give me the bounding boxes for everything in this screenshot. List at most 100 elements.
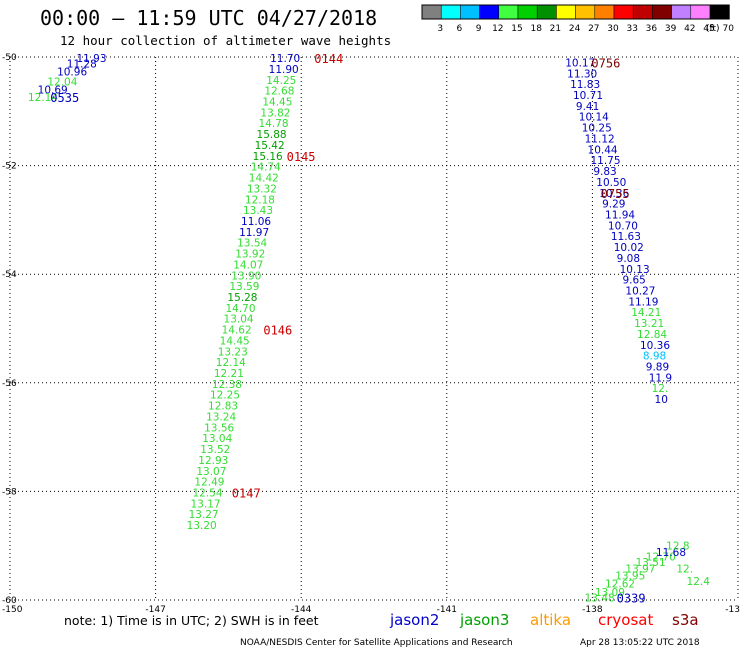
time-label: 0144 — [314, 52, 343, 66]
legend-tick-label: 39 — [665, 24, 677, 34]
swh-value: 11.68 — [656, 547, 686, 559]
swh-value: 13.59 — [229, 281, 259, 293]
legend-border — [421, 4, 730, 20]
legend-tick-label: 42 — [684, 24, 695, 34]
legend-tick-label: 27 — [588, 24, 599, 34]
swh-value: 8.98 — [643, 351, 666, 363]
swh-value: 13.97 — [625, 564, 655, 576]
swh-value: 11.94 — [605, 209, 635, 221]
legend-tick-label: 30 — [607, 24, 619, 34]
swh-value: 14.74 — [251, 162, 281, 174]
swh-value: 10.13 — [620, 264, 650, 276]
legend-swatch — [709, 4, 730, 20]
footer-credit: NOAA/NESDIS Center for Satellite Applica… — [240, 638, 513, 648]
swh-value: 12.54 — [192, 487, 222, 499]
swh-value: 13.27 — [189, 509, 219, 521]
swh-value: 9.29 — [602, 199, 625, 211]
swh-value: 13.09 — [595, 587, 625, 599]
swh-value: 10.69 — [38, 85, 68, 97]
time-label: 0145 — [287, 150, 316, 164]
swh-value: 12.84 — [637, 329, 667, 341]
swh-value: 12.68 — [264, 86, 294, 98]
swh-value: 9.83 — [593, 166, 616, 178]
swh-value: 9.65 — [622, 275, 645, 287]
satellite-legend-cryosat: cryosat — [598, 611, 653, 629]
swh-value: 14.25 — [266, 75, 296, 87]
swh-value: 10 — [655, 394, 668, 406]
swh-value: 14.21 — [631, 307, 661, 319]
swh-value: 12.49 — [194, 477, 224, 489]
swh-value: 12.04 — [47, 76, 77, 88]
legend-swatch — [594, 4, 615, 20]
swh-value: 14.70 — [225, 303, 255, 315]
swh-value: 13.07 — [196, 466, 226, 478]
legend-tick-label: 24 — [569, 24, 581, 34]
x-tick-label: -13 — [725, 605, 740, 615]
satellite-legend-altika: altika — [530, 611, 571, 629]
swh-value: 13.52 — [200, 444, 230, 456]
swh-value: 11.30 — [567, 68, 597, 80]
legend-tick-label: 70 — [722, 24, 734, 34]
swh-value: 12.8 — [666, 541, 689, 553]
legend-swatch — [613, 4, 634, 20]
y-tick-label: -56 — [2, 379, 17, 389]
legend-tick-label: 6 — [457, 24, 463, 34]
swh-value: 11.63 — [611, 231, 641, 243]
footer-note: note: 1) Time is in UTC; 2) SWH is in fe… — [64, 613, 319, 628]
swh-value: 12.21 — [214, 368, 244, 380]
swh-value: 10.71 — [573, 90, 603, 102]
y-tick-label: -60 — [2, 596, 17, 606]
swh-value: 10.02 — [614, 242, 644, 254]
swh-value: 13.23 — [218, 346, 248, 358]
y-tick-label: -50 — [2, 53, 17, 63]
satellite-legend-s3a: s3a — [672, 611, 699, 629]
legend-swatch — [671, 4, 692, 20]
x-tick-label: -138 — [582, 605, 603, 615]
legend-swatch — [479, 4, 500, 20]
swh-value: 11.12 — [585, 133, 615, 145]
x-tick-label: -150 — [2, 605, 23, 615]
legend-swatch — [498, 4, 519, 20]
swh-value: 9.41 — [576, 101, 599, 113]
swh-value: 12. — [676, 564, 693, 576]
x-tick-label: -141 — [437, 605, 457, 615]
swh-value: 12.18 — [245, 194, 275, 206]
swh-value: 12.62 — [605, 579, 635, 591]
swh-value: 11.83 — [570, 79, 600, 91]
swh-value: 13.04 — [202, 433, 232, 445]
swh-value: 11.75 — [590, 155, 620, 167]
swh-value: 12.4 — [687, 576, 711, 588]
swh-value: 13.20 — [187, 520, 217, 532]
legend-tick-label: 21 — [550, 24, 561, 34]
legend-swatch — [460, 4, 480, 20]
time-label: 0535 — [50, 91, 79, 105]
swh-value: 10.27 — [625, 285, 655, 297]
swh-value: 9.08 — [617, 253, 640, 265]
swh-value: 14.62 — [222, 325, 252, 337]
footer-timestamp: Apr 28 13:05:22 UTC 2018 — [580, 638, 700, 648]
swh-value: 11.97 — [239, 227, 269, 239]
legend-swatch — [421, 4, 442, 20]
legend-tick-label: 36 — [646, 24, 658, 34]
legend-tick-label: 12 — [492, 24, 503, 34]
legend-tick-label: 9 — [476, 24, 482, 34]
legend-swatch — [632, 4, 653, 20]
legend-swatch — [536, 4, 557, 20]
swh-value: 13.17 — [191, 498, 221, 510]
swh-value: 12.93 — [198, 455, 228, 467]
legend-swatch — [690, 4, 711, 20]
swh-value: 13.92 — [235, 249, 265, 261]
legend-tick-label: 15 — [511, 24, 522, 34]
swh-value: 13.54 — [237, 238, 267, 250]
legend-swatch — [440, 4, 461, 20]
legend-tick-label: 45 — [703, 24, 714, 34]
y-tick-label: -54 — [2, 270, 17, 280]
swh-value: 13.04 — [224, 314, 254, 326]
swh-value: 11.28 — [67, 59, 97, 71]
swh-value: 9.89 — [646, 362, 669, 374]
swh-value: 12.25 — [210, 390, 240, 402]
swh-value: 13.90 — [231, 270, 261, 282]
swh-value: 13.51 — [636, 557, 666, 569]
swh-value: 10.96 — [57, 67, 87, 79]
